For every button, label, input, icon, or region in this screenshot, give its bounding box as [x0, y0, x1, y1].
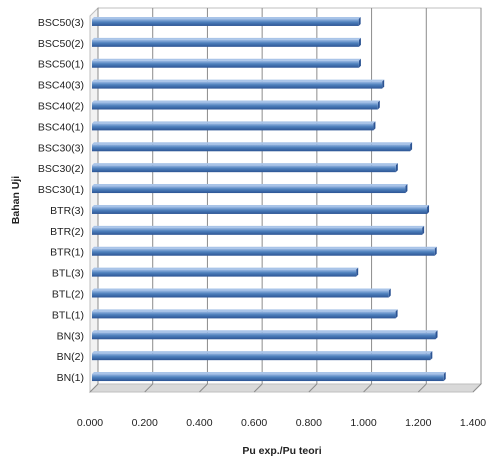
category-label: BTL(2): [52, 289, 84, 301]
bar-top: [92, 121, 376, 124]
x-tick-label: 1.200: [405, 417, 431, 429]
category-label: BSC50(2): [38, 38, 84, 50]
bar-end: [395, 309, 398, 319]
x-tick-label: 0.400: [186, 417, 212, 429]
x-tick-label: 0.800: [296, 417, 322, 429]
category-labels: BN(1) BN(2) BN(3) BTL(1) BTL(2) BTL(3) BTR(1) B…: [38, 17, 84, 384]
bar: [92, 186, 406, 194]
bar: [92, 39, 359, 47]
category-label: BN(1): [57, 372, 84, 384]
back-wall: [97, 7, 482, 385]
bar-top: [92, 372, 446, 375]
gridline-floor: [308, 383, 318, 393]
bar: [92, 374, 444, 382]
bar-top: [92, 16, 361, 19]
x-tick-label: 1.000: [350, 417, 376, 429]
gridline-floor: [417, 383, 427, 393]
bar: [92, 353, 431, 361]
category-label: BTL(3): [52, 268, 84, 280]
bar-end: [377, 100, 380, 110]
bar: [92, 81, 383, 89]
bar-top: [92, 351, 433, 354]
bar: [92, 144, 411, 152]
x-tick-labels: 0.000 0.200 0.400 0.600 0.800 1.000 1.200 1.400: [77, 417, 486, 429]
bar-end: [388, 288, 391, 298]
bar: [92, 332, 436, 340]
category-label: BTL(1): [52, 309, 84, 321]
bar-top: [92, 142, 413, 145]
bar-end: [395, 163, 398, 173]
bar-top: [92, 225, 425, 228]
bar: [92, 311, 396, 319]
bar: [92, 290, 389, 298]
bar-top: [92, 58, 361, 61]
category-label: BSC50(1): [38, 59, 84, 71]
bar-top: [92, 79, 385, 82]
x-axis-title: Pu exp./Pu teori: [242, 445, 321, 457]
bar-end: [358, 16, 361, 26]
x-tick-label: 0.600: [241, 417, 267, 429]
gridline-floor: [253, 383, 263, 393]
bar-end: [434, 246, 437, 256]
gridline-floor: [363, 383, 372, 393]
bar: [92, 123, 374, 131]
bar: [92, 18, 359, 26]
category-label: BTR(1): [50, 247, 84, 259]
bar: [92, 269, 357, 277]
bar-end: [382, 79, 385, 89]
bar-top: [92, 267, 359, 270]
bar-end: [358, 37, 361, 47]
x-tick-label: 0.200: [132, 417, 158, 429]
bar-end: [422, 225, 425, 235]
bar: [92, 60, 359, 68]
bar: [92, 206, 428, 214]
category-label: BSC30(2): [38, 163, 84, 175]
category-label: BSC30(1): [38, 184, 84, 196]
category-label: BSC40(3): [38, 80, 84, 92]
bars-group: [92, 16, 446, 382]
gridline-floor: [144, 383, 154, 393]
bar-end: [443, 372, 446, 382]
bar-top: [92, 184, 408, 187]
category-label: BN(3): [57, 330, 84, 342]
category-label: BN(2): [57, 351, 84, 363]
bar-top: [92, 246, 437, 249]
bar-end: [356, 267, 359, 277]
bar-end: [427, 204, 430, 214]
bar-end: [430, 351, 433, 361]
x-tick-label: 1.400: [460, 417, 486, 429]
bar-top: [92, 330, 438, 333]
gridline-floor: [199, 383, 208, 393]
bar-top: [92, 204, 430, 207]
bar-top: [92, 37, 361, 40]
gridline-floor: [472, 383, 482, 393]
gridline-floor: [89, 383, 99, 393]
category-label: BTR(3): [50, 205, 84, 217]
bar-end: [405, 184, 408, 194]
bar-top: [92, 288, 391, 291]
bar-top: [92, 309, 398, 312]
bar-end: [410, 142, 413, 152]
bar: [92, 227, 423, 235]
y-axis-title: Bahan Uji: [10, 176, 22, 225]
bar-top: [92, 100, 380, 103]
bar-end: [373, 121, 376, 131]
bar-top: [92, 163, 398, 166]
bar: [92, 165, 396, 173]
bar-end: [435, 330, 438, 340]
bar-end: [358, 58, 361, 68]
bar: [92, 102, 378, 110]
category-label: BSC30(3): [38, 142, 84, 154]
category-label: BSC40(2): [38, 101, 84, 113]
category-label: BSC40(1): [38, 121, 84, 133]
category-label: BTR(2): [50, 226, 84, 238]
bar: [92, 248, 435, 256]
category-label: BSC50(3): [38, 17, 84, 29]
x-tick-label: 0.000: [77, 417, 103, 429]
